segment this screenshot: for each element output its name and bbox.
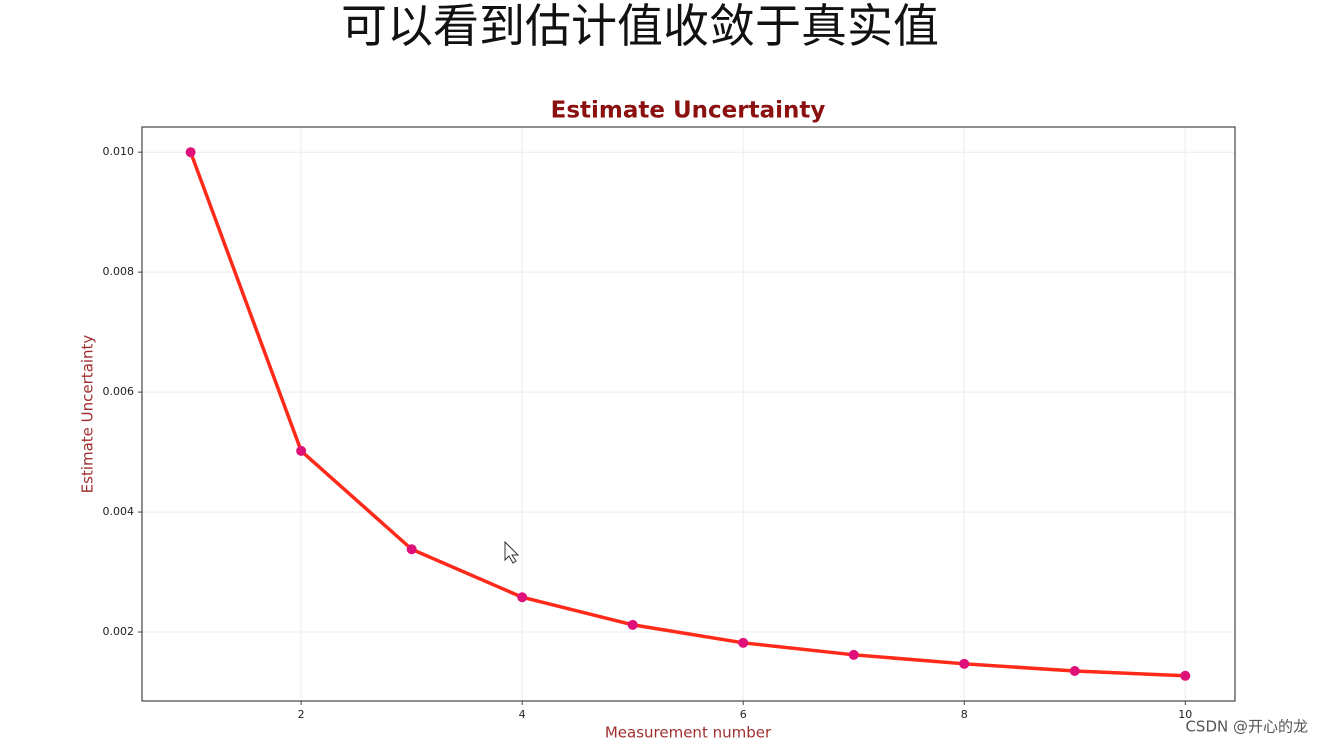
data-point [738, 637, 749, 648]
data-point [627, 619, 638, 630]
x-tick-label: 10 [1178, 708, 1192, 721]
data-point [185, 147, 196, 158]
cursor [504, 540, 520, 564]
watermark: CSDN @开心的龙 [1185, 718, 1308, 736]
x-tick-label: 4 [519, 708, 526, 721]
x-axis-label: Measurement number [605, 724, 772, 742]
grid: 2 4 6 8 10 0.002 0.004 0.006 0.008 0.010 [103, 127, 1235, 721]
x-tick-label: 8 [961, 708, 968, 721]
data-point [1180, 670, 1191, 681]
y-axis-label: Estimate Uncertainty [79, 335, 97, 494]
data-point [959, 658, 970, 669]
y-tick-label: 0.002 [103, 625, 135, 638]
series-line [188, 151, 1186, 678]
chart-title: Estimate Uncertainty [551, 98, 826, 124]
data-point [406, 544, 417, 555]
y-tick-label: 0.004 [103, 505, 135, 518]
data-point [517, 592, 528, 603]
x-tick-label: 2 [298, 708, 305, 721]
y-tick-label: 0.006 [103, 385, 135, 398]
x-tick-label: 6 [740, 708, 747, 721]
y-tick-label: 0.010 [103, 145, 135, 158]
plot-frame [141, 126, 1236, 702]
data-point [296, 445, 307, 456]
data-point [848, 649, 859, 660]
plot [185, 147, 1191, 681]
slide-title: 可以看到估计值收敛于真实值 [341, 0, 939, 53]
data-point [1069, 666, 1080, 677]
y-tick-label: 0.008 [103, 265, 135, 278]
